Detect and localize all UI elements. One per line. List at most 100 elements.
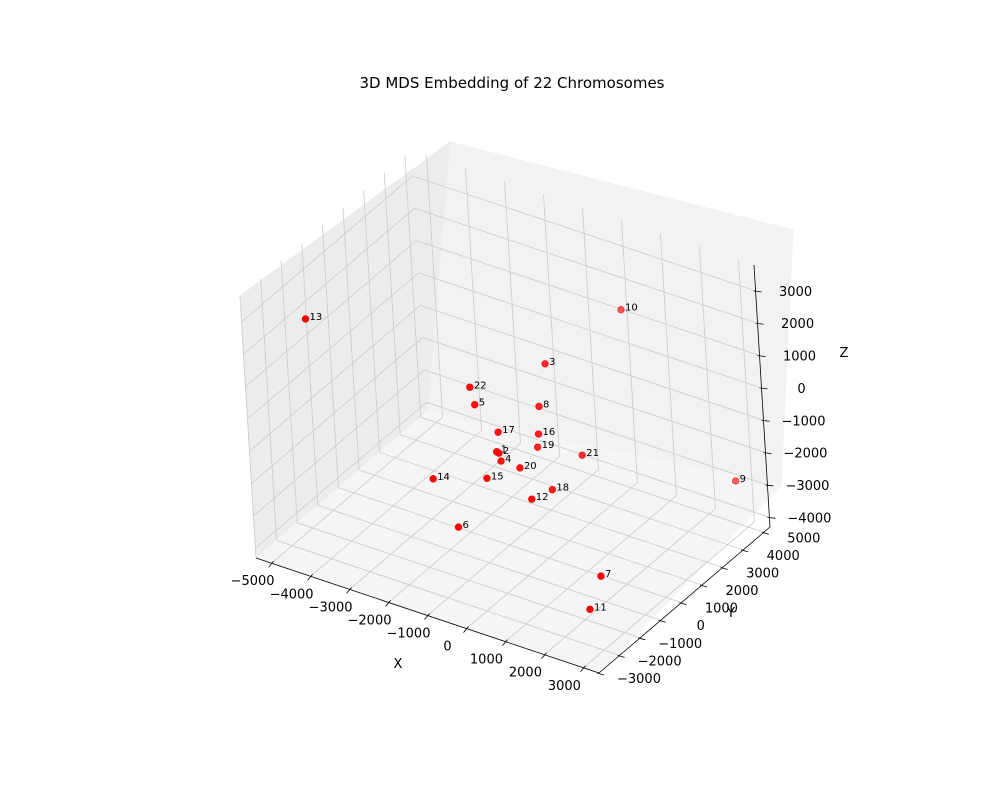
z-tick-mark	[763, 452, 772, 455]
y-tick-label: −1000	[658, 637, 702, 652]
data-point-label-11: 11	[594, 602, 607, 613]
z-grid-line	[416, 240, 760, 356]
z-axis-line	[753, 264, 771, 528]
grid-lines	[239, 155, 770, 674]
y-tick-mark	[699, 584, 708, 588]
x-grid-line	[271, 416, 443, 564]
y-tick-label: 5000	[787, 531, 820, 546]
x-axis-label: X	[394, 657, 403, 672]
y-grid-line	[239, 295, 257, 559]
y-grid-line	[383, 172, 401, 435]
data-point-label-5: 5	[479, 398, 485, 409]
z-grid-line	[424, 369, 768, 486]
x-grid-line	[583, 521, 755, 669]
data-point-21	[578, 451, 586, 459]
data-point-12	[528, 495, 536, 503]
z-tick-label: −2000	[783, 447, 827, 462]
y-grid-line	[404, 155, 422, 418]
data-point-14	[429, 475, 437, 483]
data-point-label-21: 21	[586, 448, 599, 459]
x-grid-line	[388, 456, 560, 603]
x-tick-label: −2000	[348, 613, 392, 628]
x-tick-label: 3000	[548, 679, 581, 694]
x-tick-label: 0	[443, 640, 451, 655]
z-axis-label: Z	[840, 346, 849, 361]
x-grid-line	[582, 207, 599, 470]
z-tick-mark	[761, 419, 770, 422]
data-point-label-8: 8	[543, 399, 549, 410]
z-grid-line	[251, 337, 423, 484]
y-grid-line	[301, 243, 319, 506]
data-point-label-4: 4	[505, 454, 511, 465]
y-grid-line	[297, 522, 641, 639]
x-tick-mark	[541, 652, 547, 659]
y-axis-line	[598, 526, 771, 674]
y-grid-line	[280, 260, 298, 523]
z-tick-label: −3000	[785, 479, 829, 494]
y-grid-line	[420, 416, 764, 533]
y-tick-mark	[596, 672, 605, 676]
z-tick-mark	[759, 387, 768, 390]
z-grid-line	[255, 401, 427, 549]
y-tick-mark	[720, 567, 728, 570]
z-tick-label: 0	[797, 382, 805, 397]
x-grid-line	[310, 429, 482, 577]
data-point-20	[516, 464, 524, 472]
z-tick-label: −1000	[781, 414, 825, 429]
data-point-8	[535, 402, 543, 411]
x-tick-label: −1000	[387, 627, 431, 642]
z-grid-line	[412, 175, 756, 292]
y-grid-line	[342, 208, 360, 471]
y-tick-label: 3000	[746, 566, 779, 581]
x-tick-mark	[424, 613, 430, 620]
y-tick-label: 2000	[725, 584, 758, 599]
data-point-16	[534, 430, 543, 438]
y-tick-mark	[638, 637, 646, 641]
y-tick-label: −3000	[617, 672, 661, 687]
y-tick-mark	[617, 655, 625, 658]
x-grid-line	[660, 233, 677, 496]
x-tick-label: 1000	[470, 653, 503, 668]
z-tick-mark	[765, 484, 774, 487]
y-grid-line	[379, 452, 723, 568]
data-point-10	[617, 306, 625, 314]
y-grid-line	[321, 225, 339, 488]
data-point-3	[541, 360, 549, 368]
data-point-label-22: 22	[474, 380, 487, 391]
z-grid-line	[249, 304, 421, 452]
x-tick-mark	[307, 574, 313, 581]
z-tick-mark	[767, 516, 776, 519]
y-tick-label: 1000	[705, 602, 738, 617]
data-point-label-2: 2	[503, 446, 509, 457]
z-tick-mark	[755, 322, 764, 325]
x-tick-label: −3000	[309, 600, 353, 615]
z-grid-line	[253, 369, 425, 517]
data-point-6	[454, 523, 463, 531]
data-point-7	[597, 572, 605, 580]
z-tick-label: 3000	[779, 285, 812, 300]
x-tick-mark	[346, 587, 352, 594]
y-grid-line	[276, 539, 620, 656]
y-grid-line	[358, 469, 703, 586]
x-grid-line	[621, 220, 638, 483]
data-point-5	[471, 401, 479, 409]
data-point-label-13: 13	[309, 312, 322, 323]
y-tick-mark	[761, 531, 769, 535]
x-grid-line	[698, 246, 716, 509]
x-grid-line	[426, 155, 444, 418]
chart-title: 3D MDS Embedding of 22 Chromosomes	[359, 74, 664, 92]
y-grid-line	[400, 434, 744, 551]
x-grid-line	[466, 482, 638, 629]
data-point-label-14: 14	[437, 472, 450, 483]
data-point-17	[494, 428, 502, 436]
tick-marks	[268, 290, 776, 676]
y-tick-label: 0	[697, 619, 705, 634]
x-tick-label: 2000	[509, 666, 542, 681]
data-point-label-19: 19	[542, 440, 555, 451]
y-grid-line	[338, 487, 682, 604]
x-tick-mark	[502, 639, 508, 646]
data-point-18	[548, 485, 557, 494]
data-point-label-18: 18	[556, 483, 569, 494]
